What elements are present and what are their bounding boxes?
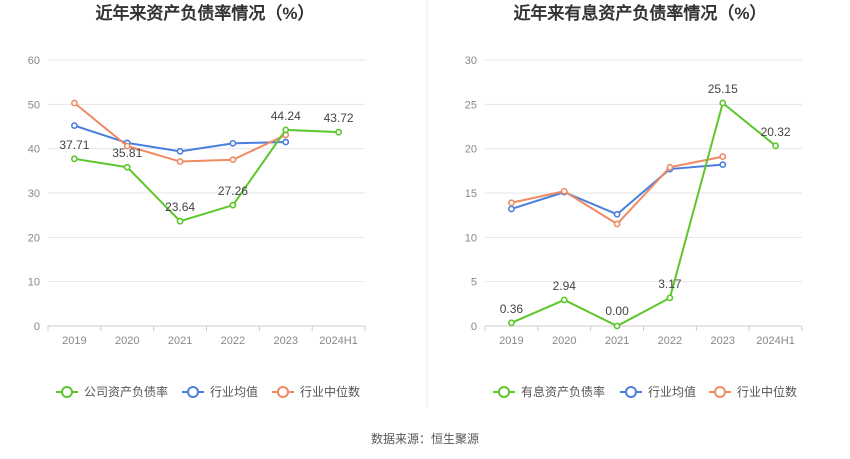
chart-debt-ratio: 近年来资产负债率情况（%） 0 10 20 30 40 50 60 2019 2020 2021 20…	[28, 3, 366, 399]
data-point-company	[282, 126, 290, 134]
x-tick-label: 2019	[62, 335, 86, 347]
chart-title: 近年来资产负债率情况（%）	[95, 3, 314, 23]
legend-swatch-marker	[187, 386, 199, 398]
y-tick-label: 20	[465, 144, 477, 156]
y-tick-label: 60	[28, 55, 40, 67]
x-tick-label: 2021	[168, 335, 192, 347]
data-point-avg	[282, 138, 290, 146]
chart-title: 近年来有息资产负债率情况（%）	[513, 3, 766, 23]
data-point-company	[335, 128, 342, 136]
y-tick-label: 0	[471, 321, 477, 333]
data-point-median	[613, 220, 621, 228]
data-point-median	[123, 142, 131, 150]
legend-label: 行业中位数	[737, 384, 797, 399]
legend-swatch-marker	[277, 386, 289, 398]
data-point-median	[666, 163, 674, 171]
chart-interest-debt-ratio: 近年来有息资产负债率情况（%） 0 5 10 15 20 25 30 2019 2020 2021 2…	[465, 3, 803, 399]
x-tick-label: 2020	[552, 335, 576, 347]
data-point-median	[71, 99, 78, 107]
data-label: 25.15	[708, 82, 738, 96]
data-point-median	[176, 158, 184, 165]
data-point-median	[560, 187, 568, 195]
series-line-company	[511, 102, 777, 327]
y-tick-label: 0	[34, 321, 40, 333]
data-label: 23.64	[165, 200, 195, 214]
legend-label: 公司资产负债率	[84, 384, 168, 399]
data-label: 35.81	[112, 146, 142, 160]
x-tick-label: 2024H1	[319, 335, 358, 347]
legend-swatch-marker	[714, 386, 726, 398]
data-point-median	[719, 153, 727, 161]
legend-swatch-marker	[498, 386, 510, 398]
x-tick-label: 2022	[221, 335, 245, 347]
data-point-company	[560, 296, 568, 304]
y-tick-label: 25	[465, 99, 477, 111]
x-tick-label: 2020	[115, 335, 139, 347]
data-point-avg	[71, 122, 78, 130]
data-point-company	[613, 322, 621, 330]
y-tick-label: 5	[471, 277, 477, 289]
data-label: 0.00	[605, 304, 629, 318]
data-point-avg	[176, 147, 184, 155]
x-tick-label: 2024H1	[756, 335, 795, 347]
x-tick-label: 2023	[274, 335, 298, 347]
data-point-median	[508, 199, 515, 207]
data-label: 2.94	[553, 279, 577, 293]
data-point-company	[176, 217, 184, 225]
y-tick-label: 10	[465, 232, 477, 244]
legend-label: 有息资产负债率	[521, 384, 605, 399]
data-point-avg	[508, 205, 515, 213]
data-label: 43.72	[324, 111, 354, 125]
data-label: 44.24	[271, 109, 301, 123]
data-source: 数据来源：恒生聚源	[371, 431, 479, 446]
y-tick-label: 30	[465, 55, 477, 67]
data-point-company	[772, 142, 779, 150]
data-point-median	[229, 156, 237, 164]
data-point-company	[508, 319, 515, 327]
y-tick-label: 40	[28, 144, 40, 156]
series-line-avg	[511, 163, 723, 216]
series-line-company	[74, 128, 339, 223]
data-label: 27.26	[218, 184, 248, 198]
data-label: 0.36	[500, 302, 524, 316]
y-tick-label: 15	[465, 188, 477, 200]
data-label: 37.71	[59, 138, 89, 152]
x-tick-label: 2023	[711, 335, 735, 347]
data-point-company	[229, 201, 237, 209]
legend-swatch-marker	[625, 386, 637, 398]
x-tick-label: 2021	[605, 335, 629, 347]
y-tick-label: 20	[28, 232, 40, 244]
data-label: 20.32	[761, 125, 791, 139]
legend-label: 行业中位数	[300, 384, 360, 399]
legend-label: 行业均值	[648, 384, 696, 399]
data-point-company	[719, 99, 727, 107]
x-tick-label: 2022	[658, 335, 682, 347]
data-point-company	[666, 294, 674, 302]
data-point-company	[71, 155, 78, 163]
x-tick-label: 2019	[499, 335, 523, 347]
data-point-avg	[229, 139, 237, 147]
data-point-company	[123, 163, 131, 171]
y-tick-label: 10	[28, 277, 40, 289]
y-tick-label: 30	[28, 188, 40, 200]
legend-swatch-marker	[61, 386, 73, 398]
legend-label: 行业均值	[210, 384, 258, 399]
data-label: 3.17	[658, 277, 682, 291]
data-point-avg	[719, 161, 727, 169]
y-tick-label: 50	[28, 99, 40, 111]
data-point-avg	[613, 210, 621, 218]
